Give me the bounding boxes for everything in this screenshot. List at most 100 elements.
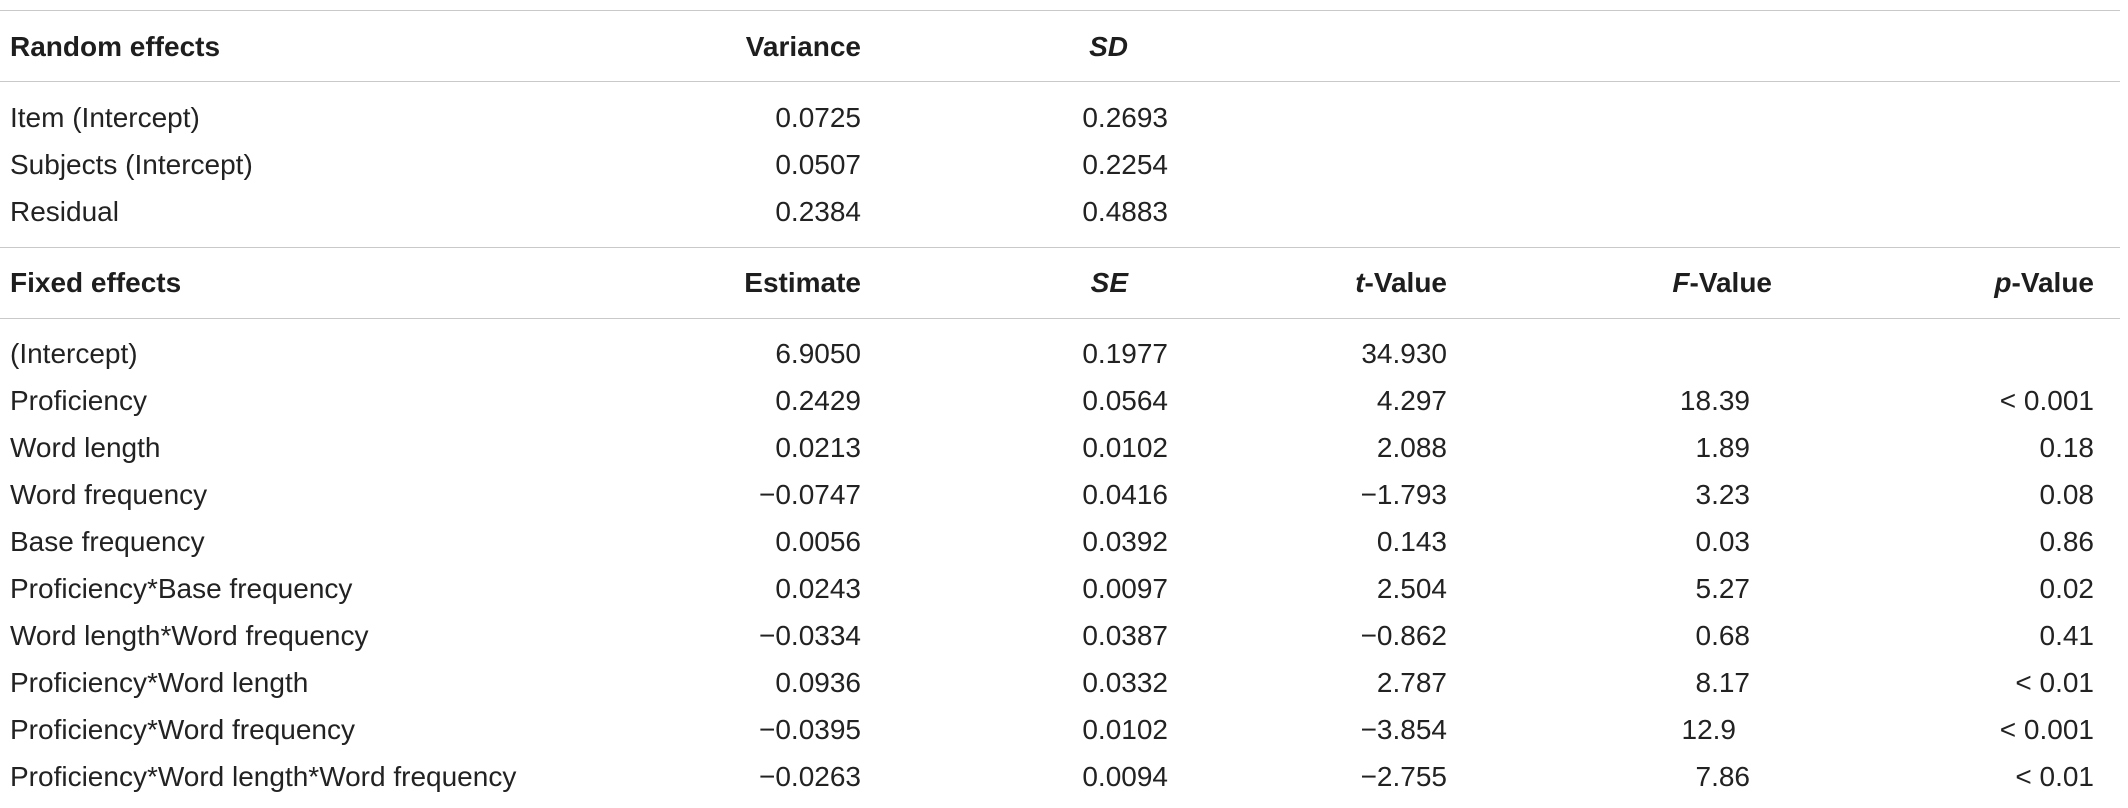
- row-label: (Intercept): [10, 338, 138, 369]
- table-row: Base frequency 0.0056 0.0392 0.143 0.03 …: [0, 518, 2120, 565]
- t-value: 4.297: [1376, 385, 1447, 416]
- f-value: 7.86: [1695, 761, 1751, 792]
- p-value: 0.08: [2039, 479, 2095, 510]
- row-label: Base frequency: [10, 526, 205, 557]
- row-label: Subjects (Intercept): [10, 149, 253, 180]
- t-symbol: t: [1355, 267, 1365, 298]
- se-value: 0.1977: [1082, 338, 1168, 369]
- se-value: 0.0564: [1082, 385, 1168, 416]
- t-value: 0.143: [1376, 526, 1447, 557]
- se-value: 0.0102: [1082, 714, 1168, 745]
- random-effects-heading: Random effects: [10, 31, 221, 62]
- f-value: 18.39: [1679, 385, 1750, 416]
- row-label: Proficiency: [10, 385, 147, 416]
- t-value-suffix: -Value: [1364, 267, 1447, 298]
- se-value: 0.0102: [1082, 432, 1168, 463]
- t-value: −3.854: [1360, 714, 1447, 745]
- estimate-value: 0.0056: [775, 526, 861, 557]
- f-value: 3.23: [1695, 479, 1751, 510]
- row-label: Item (Intercept): [10, 102, 200, 133]
- table-row: Proficiency*Word length 0.0936 0.0332 2.…: [0, 659, 2120, 706]
- f-value: 1.89: [1695, 432, 1751, 463]
- fixed-effects-heading: Fixed effects: [10, 267, 182, 298]
- p-value: < 0.001: [1999, 385, 2094, 416]
- table-row: Residual 0.2384 0.4883: [0, 188, 2120, 235]
- variance-value: 0.0725: [775, 102, 861, 133]
- estimate-value: −0.0747: [759, 479, 861, 510]
- variance-value: 0.2384: [775, 196, 861, 227]
- t-value: −0.862: [1360, 620, 1447, 651]
- estimate-value: −0.0395: [759, 714, 861, 745]
- table-row: Word length*Word frequency −0.0334 0.038…: [0, 612, 2120, 659]
- variance-header: Variance: [745, 31, 861, 62]
- table-row: Word length 0.0213 0.0102 2.088 1.89 0.1…: [0, 424, 2120, 471]
- se-value: 0.0097: [1082, 573, 1168, 604]
- table-row: Proficiency*Word frequency −0.0395 0.010…: [0, 706, 2120, 753]
- estimate-value: 6.9050: [775, 338, 861, 369]
- random-effects-header-rule: [0, 81, 2120, 82]
- estimate-value: −0.0334: [759, 620, 861, 651]
- estimate-value: 0.0243: [775, 573, 861, 604]
- t-value: 34.930: [1361, 338, 1447, 369]
- sd-value: 0.2254: [1082, 149, 1168, 180]
- estimate-header: Estimate: [744, 267, 861, 298]
- p-value-header: p-Value: [1994, 259, 2094, 306]
- t-value-header: t-Value: [1355, 259, 1447, 306]
- t-value: 2.787: [1376, 667, 1447, 698]
- estimate-value: −0.0263: [759, 761, 861, 792]
- random-effects-header-row: Random effects Variance SD: [0, 23, 2120, 70]
- p-value: 0.02: [2039, 573, 2095, 604]
- estimate-value: 0.2429: [775, 385, 861, 416]
- table-row: Proficiency 0.2429 0.0564 4.297 18.39 < …: [0, 377, 2120, 424]
- f-value-suffix: -Value: [1689, 267, 1772, 298]
- table-row: Word frequency −0.0747 0.0416 −1.793 3.2…: [0, 471, 2120, 518]
- row-label: Word length: [10, 432, 161, 463]
- fixed-effects-header-rule: [0, 318, 2120, 319]
- se-header: SE: [1090, 267, 1128, 298]
- row-label: Proficiency*Word frequency: [10, 714, 355, 745]
- se-value: 0.0332: [1082, 667, 1168, 698]
- row-label: Proficiency*Word length*Word frequency: [10, 761, 517, 792]
- row-label: Word length*Word frequency: [10, 620, 369, 651]
- sd-value: 0.4883: [1082, 196, 1168, 227]
- f-value: 8.17: [1695, 667, 1751, 698]
- row-label: Proficiency*Base frequency: [10, 573, 353, 604]
- table-top-rule: [0, 10, 2120, 11]
- table-row: Item (Intercept) 0.0725 0.2693: [0, 94, 2120, 141]
- t-value: −2.755: [1360, 761, 1447, 792]
- sd-value: 0.2693: [1082, 102, 1168, 133]
- se-value: 0.0416: [1082, 479, 1168, 510]
- fixed-effects-header-row: Fixed effects Estimate SE t-Value F-Valu…: [0, 259, 2120, 306]
- t-value: −1.793: [1360, 479, 1447, 510]
- estimate-value: 0.0213: [775, 432, 861, 463]
- variance-value: 0.0507: [775, 149, 861, 180]
- section-divider-rule: [0, 247, 2120, 248]
- row-label: Word frequency: [10, 479, 208, 510]
- table-row: Proficiency*Word length*Word frequency −…: [0, 753, 2120, 800]
- f-value: 0.03: [1695, 526, 1751, 557]
- t-value: 2.088: [1376, 432, 1447, 463]
- row-label: Residual: [10, 196, 119, 227]
- p-value-suffix: -Value: [2011, 267, 2094, 298]
- p-value: < 0.001: [1999, 714, 2094, 745]
- p-value: 0.86: [2039, 526, 2095, 557]
- t-value: 2.504: [1376, 573, 1447, 604]
- f-value: 0.68: [1695, 620, 1751, 651]
- f-value: 5.27: [1695, 573, 1751, 604]
- table-row: (Intercept) 6.9050 0.1977 34.930: [0, 330, 2120, 377]
- p-value: < 0.01: [2015, 761, 2094, 792]
- p-value: 0.41: [2039, 620, 2095, 651]
- p-value: < 0.01: [2015, 667, 2094, 698]
- se-value: 0.0392: [1082, 526, 1168, 557]
- se-value: 0.0387: [1082, 620, 1168, 651]
- f-value-header: F-Value: [1672, 259, 1772, 306]
- p-value: 0.18: [2039, 432, 2095, 463]
- f-value: 12.9: [1681, 714, 1737, 745]
- p-symbol: p: [1994, 267, 2012, 298]
- sd-header: SD: [1089, 31, 1128, 62]
- table-row: Subjects (Intercept) 0.0507 0.2254: [0, 141, 2120, 188]
- estimate-value: 0.0936: [775, 667, 861, 698]
- table-row: Proficiency*Base frequency 0.0243 0.0097…: [0, 565, 2120, 612]
- row-label: Proficiency*Word length: [10, 667, 309, 698]
